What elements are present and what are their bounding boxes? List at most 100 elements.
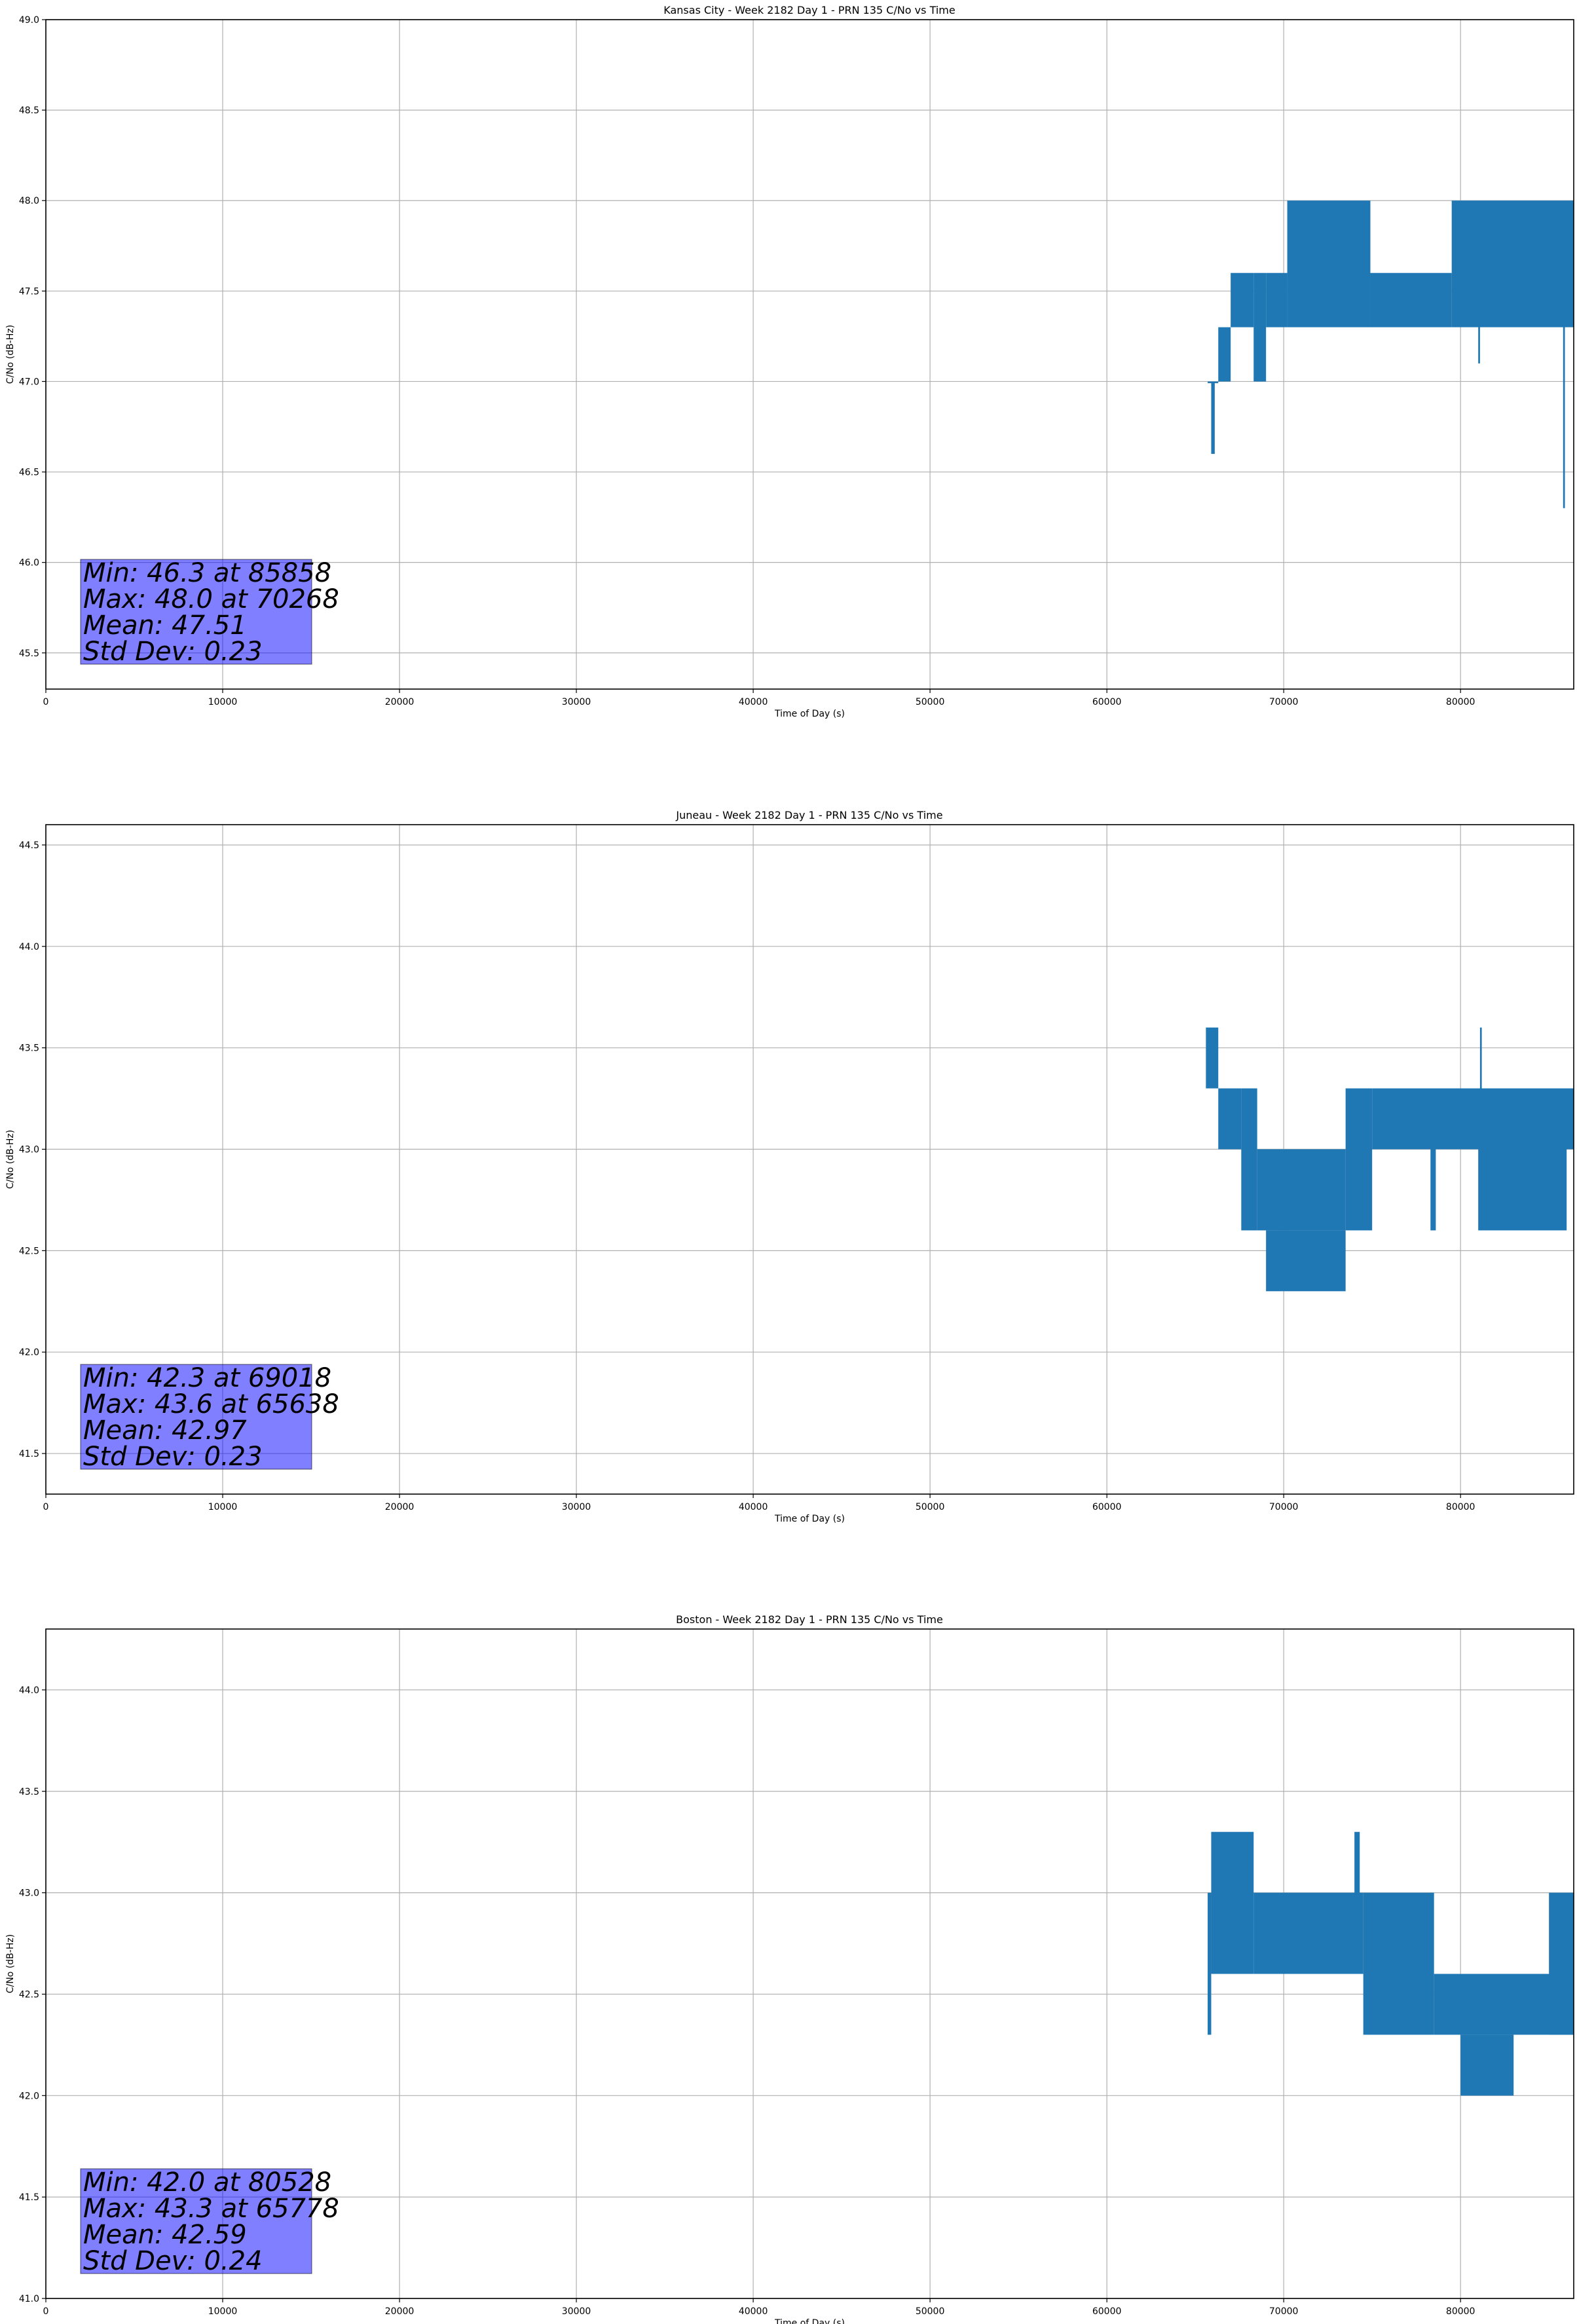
chart-title: Boston - Week 2182 Day 1 - PRN 135 C/No … [676, 1613, 943, 1626]
x-axis-ticks: 0 10000 20000 30000 40000 50000 60000 70000 8000… [43, 689, 1475, 707]
x-tick-label: 60000 [1092, 1502, 1122, 1512]
y-tick-label: 49.0 [19, 15, 39, 26]
x-tick-label: 20000 [385, 697, 415, 707]
x-tick-label: 10000 [208, 2306, 238, 2317]
y-tick-label: 43.5 [19, 1043, 39, 1054]
x-tick-label: 0 [43, 697, 49, 707]
series-segment [1354, 1831, 1360, 1974]
series-segment [1211, 1831, 1254, 1974]
y-tick-label: 45.5 [19, 648, 39, 659]
x-tick-label: 70000 [1269, 2306, 1299, 2317]
y-tick-label: 46.0 [19, 558, 39, 569]
stats-line: Max: 48.0 at 70268 [83, 584, 339, 614]
x-tick-label: 50000 [916, 1502, 945, 1512]
series-segment [1345, 1088, 1373, 1231]
series-segment [1363, 1892, 1434, 2035]
y-tick-label: 44.0 [19, 942, 39, 952]
panel-kansas-city: Kansas City - Week 2182 Day 1 - PRN 135 … [5, 4, 1574, 719]
x-tick-label: 70000 [1269, 697, 1299, 707]
chart-title: Kansas City - Week 2182 Day 1 - PRN 135 … [663, 4, 955, 16]
x-tick-label: 40000 [739, 1502, 768, 1512]
series-segment [1460, 2034, 1514, 2096]
grid [45, 825, 1574, 1494]
series-segment [1241, 1088, 1257, 1231]
x-tick-label: 0 [43, 2306, 49, 2317]
stats-line: Std Dev: 0.23 [83, 637, 263, 667]
x-tick-label: 80000 [1446, 2306, 1475, 2317]
x-axis-label: Time of Day (s) [774, 709, 845, 719]
x-tick-label: 70000 [1269, 1502, 1299, 1512]
series-segment [1231, 272, 1254, 328]
y-tick-label: 48.0 [19, 196, 39, 206]
series-segment [1208, 1892, 1212, 2035]
series-segment [1266, 272, 1288, 328]
series-segment [1430, 1149, 1436, 1231]
series-segment [1253, 272, 1267, 382]
y-tick-label: 43.0 [19, 1888, 39, 1899]
series-line [1206, 1027, 1574, 1292]
y-tick-label: 41.0 [19, 2294, 39, 2304]
series-line [1208, 1831, 1574, 2096]
x-tick-label: 60000 [1092, 2306, 1122, 2317]
series-segment [1370, 272, 1452, 328]
stats-line: Std Dev: 0.24 [83, 2246, 263, 2276]
x-tick-label: 50000 [916, 2306, 945, 2317]
series-segment [1257, 1149, 1346, 1231]
stats-line: Min: 42.3 at 69018 [83, 1363, 331, 1393]
x-tick-label: 10000 [208, 697, 238, 707]
series-segment [1478, 1149, 1567, 1231]
series-segment [1253, 1892, 1364, 1974]
y-tick-label: 41.5 [19, 1449, 39, 1459]
series-segment [1211, 381, 1215, 454]
y-axis-ticks: 41.5 42.0 42.5 43.0 43.5 44.0 44.5 [19, 840, 46, 1459]
stats-line: Std Dev: 0.23 [83, 1442, 263, 1472]
stats-background [80, 559, 312, 665]
series-segment [1218, 1088, 1242, 1150]
y-tick-label: 43.0 [19, 1145, 39, 1155]
stats-line: Max: 43.6 at 65638 [83, 1389, 339, 1419]
y-tick-label: 44.5 [19, 840, 39, 851]
series-segment [1372, 1088, 1574, 1150]
y-axis-ticks: 45.5 46.0 46.5 47.0 47.5 48.0 48.5 49.0 [19, 15, 46, 659]
series-segment [1287, 200, 1371, 328]
y-tick-label: 46.5 [19, 468, 39, 478]
x-tick-label: 20000 [385, 2306, 415, 2317]
x-tick-label: 30000 [562, 697, 591, 707]
panel-juneau: Juneau - Week 2182 Day 1 - PRN 135 C/No … [5, 809, 1574, 1524]
stats-background [80, 2168, 312, 2274]
stats-line: Min: 42.0 at 80528 [83, 2167, 331, 2198]
y-tick-label: 42.0 [19, 2091, 39, 2101]
x-tick-label: 0 [43, 1502, 49, 1512]
x-tick-label: 60000 [1092, 697, 1122, 707]
series-segment [1563, 272, 1565, 508]
series-segment [1479, 1027, 1482, 1150]
y-tick-label: 41.5 [19, 2192, 39, 2203]
y-axis-label: C/No (dB-Hz) [5, 325, 16, 384]
x-tick-label: 40000 [739, 2306, 768, 2317]
y-tick-label: 48.5 [19, 105, 39, 116]
y-axis-ticks: 41.0 41.5 42.0 42.5 43.0 43.5 44.0 [19, 1685, 46, 2304]
series-segment [1218, 327, 1231, 382]
x-axis-label: Time of Day (s) [774, 2318, 845, 2324]
plot-frame [45, 1628, 1574, 2299]
x-tick-label: 20000 [385, 1502, 415, 1512]
y-tick-label: 47.0 [19, 377, 39, 387]
y-tick-label: 42.5 [19, 1246, 39, 1256]
series-segment [1478, 272, 1480, 364]
y-tick-label: 43.5 [19, 1787, 39, 1797]
stats-background [80, 1364, 312, 1470]
x-tick-label: 40000 [739, 697, 768, 707]
plot-frame [45, 19, 1574, 690]
x-tick-label: 30000 [562, 1502, 591, 1512]
stats-line: Max: 43.3 at 65778 [83, 2194, 339, 2224]
x-tick-label: 10000 [208, 1502, 238, 1512]
stats-line: Min: 46.3 at 85858 [83, 558, 331, 588]
stats-line: Mean: 42.59 [83, 2220, 247, 2250]
series-segment [1206, 1027, 1219, 1089]
series-segment [1266, 1230, 1346, 1292]
series-line [1208, 200, 1574, 508]
x-tick-label: 80000 [1446, 697, 1475, 707]
